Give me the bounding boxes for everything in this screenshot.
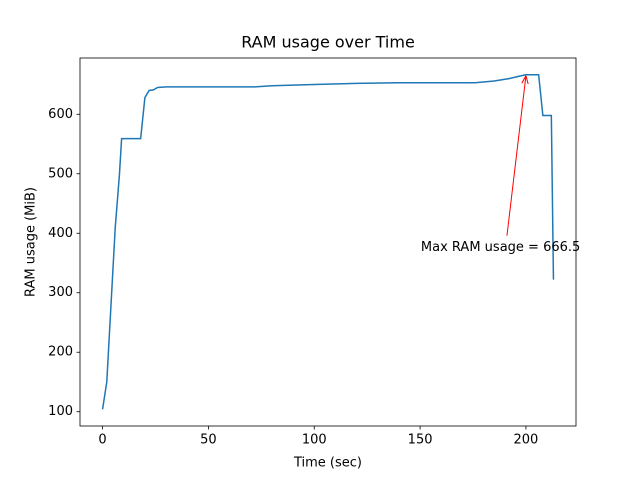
x-tick-label: 0 — [98, 433, 106, 448]
x-tick-label: 50 — [200, 433, 217, 448]
plot-frame — [79, 57, 577, 427]
y-axis-label: RAM usage (MiB) — [24, 187, 39, 297]
annotation-arrow — [506, 76, 526, 236]
y-tick-label: 400 — [48, 226, 73, 241]
chart-title: RAM usage over Time — [241, 33, 415, 52]
y-tick-label: 100 — [48, 404, 73, 419]
y-tick-label: 500 — [48, 166, 73, 181]
x-axis-label: Time (sec) — [293, 456, 362, 471]
y-tick-label: 200 — [48, 345, 73, 360]
y-tick-label: 600 — [48, 107, 73, 122]
x-tick-label: 150 — [408, 433, 433, 448]
x-tick-label: 100 — [302, 433, 327, 448]
x-tick-label: 200 — [514, 433, 539, 448]
data-line — [101, 73, 555, 410]
annotation-text: Max RAM usage = 666.5 — [421, 240, 580, 255]
y-tick-label: 300 — [48, 285, 73, 300]
